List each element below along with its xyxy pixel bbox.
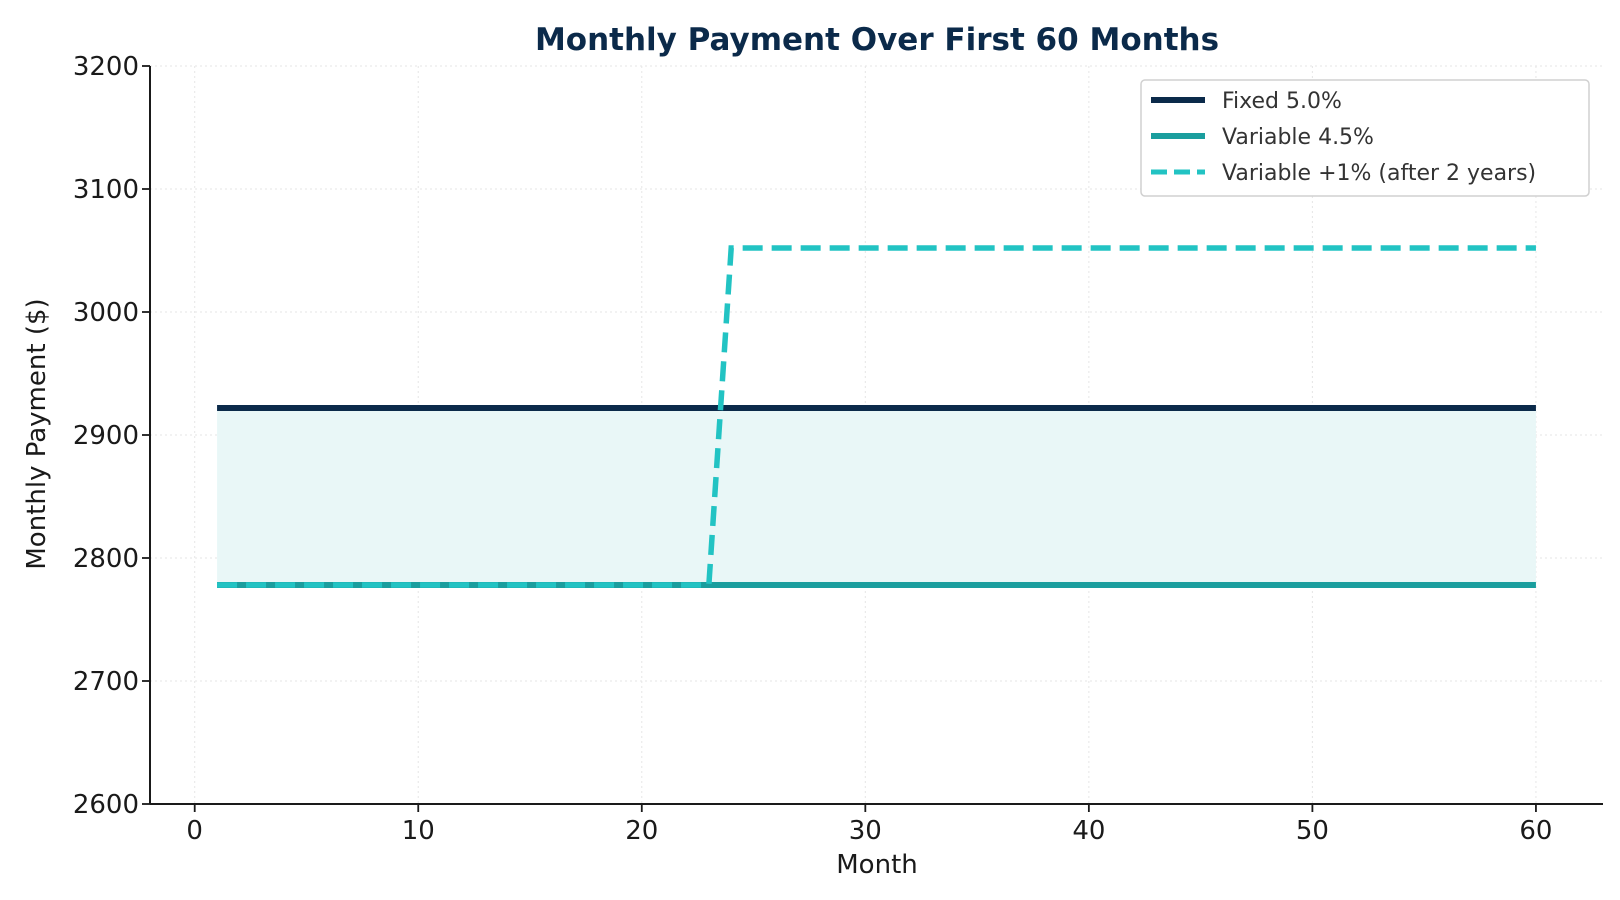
tick-labels: 0 10 20 30 40 50 60 2600 2700 2800 2900 3000 3100 320… (73, 52, 1553, 846)
y-tick-label: 2800 (73, 544, 139, 574)
y-tick-label: 2600 (73, 790, 139, 820)
y-tick-label: 3100 (73, 175, 139, 205)
series-line-2 (217, 245, 1536, 588)
x-tick-label: 40 (1072, 816, 1105, 846)
fill-between-area (217, 407, 1536, 586)
legend-box (1140, 79, 1590, 197)
fill-region (217, 407, 1536, 586)
y-tick-label: 3000 (73, 298, 139, 328)
y-tick-label: 2700 (73, 667, 139, 697)
x-tick-label: 60 (1519, 816, 1552, 846)
y-axis-label: Monthly Payment ($) (22, 298, 52, 569)
x-tick-label: 10 (402, 816, 435, 846)
chart-title: Monthly Payment Over First 60 Months (535, 22, 1219, 58)
x-tick-label: 20 (625, 816, 658, 846)
x-tick-label: 30 (849, 816, 882, 846)
y-tick-label: 2900 (73, 421, 139, 451)
axes (142, 65, 1603, 812)
legend: Fixed 5.0% Variable 4.5% Variable +1% (aft… (1140, 79, 1590, 197)
x-tick-label: 50 (1296, 816, 1329, 846)
legend-label-1: Variable 4.5% (1222, 125, 1374, 150)
y-tick-label: 3200 (73, 52, 139, 82)
series-lines (217, 245, 1536, 589)
legend-label-0: Fixed 5.0% (1222, 89, 1342, 114)
legend-label-2: Variable +1% (after 2 years) (1222, 161, 1536, 186)
x-tick-label: 0 (186, 816, 203, 846)
x-axis-label: Month (836, 850, 918, 880)
